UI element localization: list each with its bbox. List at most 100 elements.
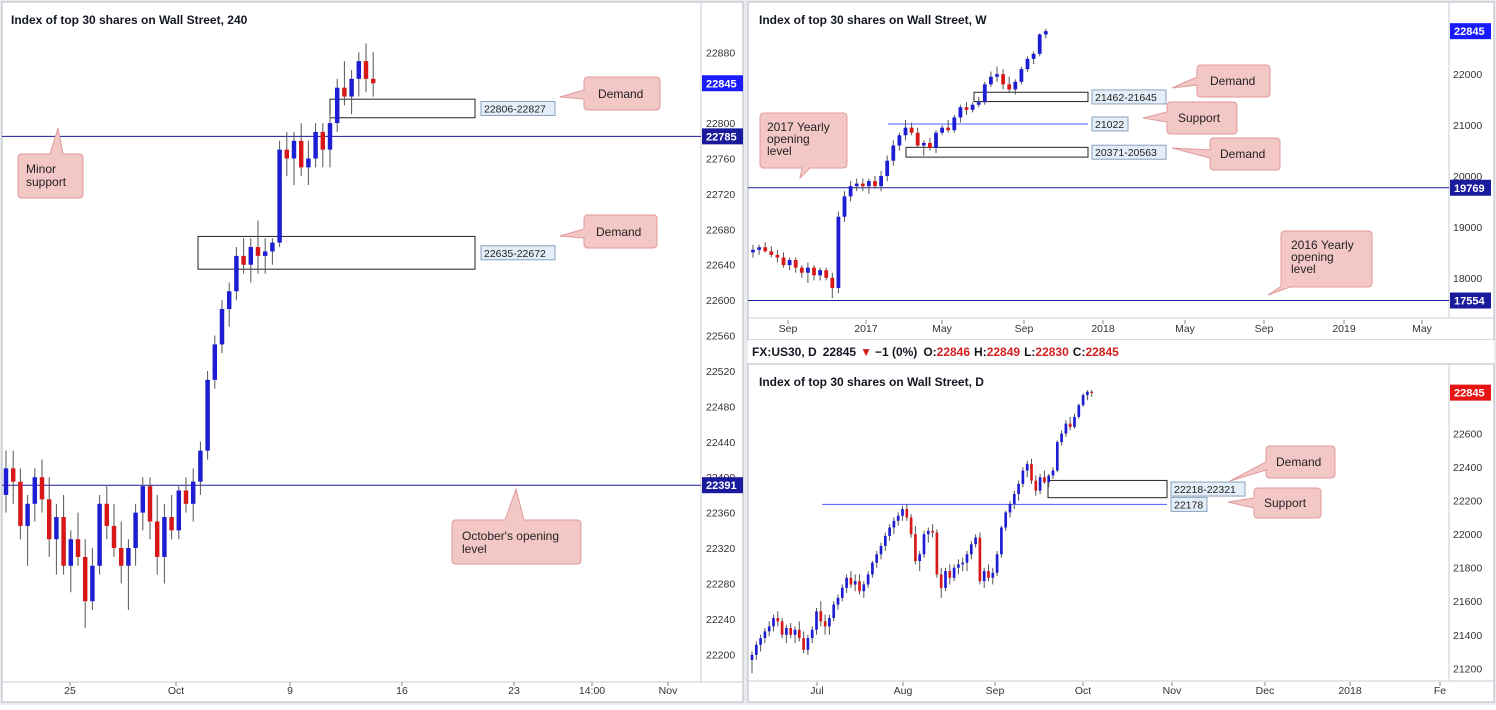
- candle-body: [205, 379, 210, 451]
- ohlc-readout: FX:US30, D 22845 ▼ −1 (0%) O:22846 H:22849 L:2…: [752, 345, 1119, 359]
- candle-body: [255, 247, 261, 256]
- candle-body: [370, 78, 376, 84]
- candle-body: [987, 571, 990, 578]
- y-tick-label: 22520: [706, 366, 735, 378]
- level-label-box: [1170, 496, 1208, 512]
- candle-body: [1090, 391, 1094, 393]
- candle-body: [313, 131, 318, 159]
- zone-box: [329, 98, 476, 119]
- daily-candles: [750, 390, 1094, 674]
- y-tick-label: 22560: [706, 331, 735, 343]
- callout-h4-demand-2: Demand: [559, 214, 658, 249]
- candle-body: [892, 520, 896, 528]
- candle-body: [234, 255, 239, 292]
- daily-y-axis: 22600 22400 22200 22000 21800 21600 21400 21200: [1453, 429, 1482, 676]
- candle-body: [918, 554, 922, 562]
- zone-label: 22218-22321: [1174, 484, 1236, 496]
- x-tick-label: Jul: [810, 685, 823, 697]
- price-badge-label: 22845: [706, 78, 737, 90]
- candle-body: [806, 267, 810, 273]
- y-tick-label: 22760: [706, 154, 735, 166]
- candle-body: [824, 270, 829, 278]
- zone-label-box: [480, 100, 556, 116]
- y-tick-label: 22600: [1453, 429, 1482, 441]
- level-badge-label: 22391: [706, 480, 737, 492]
- candle-body: [1001, 74, 1005, 85]
- candle-body: [934, 132, 938, 148]
- candle-body: [298, 140, 304, 168]
- candle-body: [54, 517, 59, 540]
- x-tick-label: May: [1175, 323, 1196, 335]
- h4-y-axis: 22880 22800 22760 22720 22680 22640 22600 22560…: [706, 47, 735, 661]
- level-badge-label: 22785: [706, 131, 737, 143]
- candle-body: [118, 548, 124, 566]
- callout-text: Demand: [1210, 74, 1255, 88]
- candle-body: [875, 554, 879, 563]
- candle-body: [111, 525, 117, 549]
- level-badge-label: 17554: [1454, 296, 1485, 308]
- candle-body: [25, 503, 30, 526]
- callout-weekly-demand-1: Demand: [1171, 64, 1271, 98]
- y-tick-label: 22680: [706, 224, 735, 236]
- candle-body: [306, 158, 311, 168]
- candle-body: [854, 183, 859, 187]
- candle-body: [978, 537, 982, 582]
- zone-label-box: [1170, 481, 1246, 497]
- candle-body: [772, 618, 775, 627]
- candle-body: [982, 571, 986, 582]
- candle-body: [262, 251, 268, 256]
- x-tick-label: 2018: [1338, 685, 1362, 697]
- candle-body: [1025, 463, 1029, 471]
- candle-body: [3, 468, 9, 495]
- candle-body: [751, 249, 755, 253]
- callout-text: Demand: [596, 225, 641, 239]
- candle-body: [935, 532, 939, 575]
- candle-body: [867, 181, 871, 187]
- x-tick-label: 23: [508, 685, 520, 697]
- candle-body: [797, 629, 801, 639]
- y-tick-label: 22000: [1453, 69, 1482, 81]
- panel-daily[interactable]: Index of top 30 shares on Wall Street, D…: [747, 363, 1495, 703]
- x-tick-label: Oct: [168, 685, 184, 697]
- candle-body: [1000, 527, 1003, 555]
- candle-body: [909, 517, 913, 535]
- candle-body: [219, 309, 225, 345]
- level-badge: [1450, 292, 1491, 309]
- candle-body: [97, 503, 102, 566]
- y-tick-label: 22400: [1453, 462, 1482, 474]
- candle-body: [162, 517, 167, 557]
- callout-weekly-demand-2: Demand: [1171, 137, 1281, 171]
- candle-body: [799, 267, 804, 273]
- x-tick-label: Oct: [1075, 685, 1091, 697]
- panel-h4[interactable]: Index of top 30 shares on Wall Street, 2…: [1, 1, 744, 703]
- x-tick-label: Nov: [659, 685, 678, 697]
- candle-body: [154, 521, 160, 557]
- y-tick-label: 18000: [1453, 273, 1482, 285]
- candle-body: [1064, 423, 1068, 434]
- candle-body: [1007, 84, 1012, 90]
- candle-body: [871, 562, 874, 575]
- level-label: 21022: [1095, 119, 1124, 131]
- candle-body: [789, 628, 793, 635]
- daily-zones: 22218-22321: [1047, 479, 1246, 499]
- candle-body: [970, 104, 975, 110]
- zone-box: [905, 146, 1089, 158]
- candle-body: [176, 490, 182, 531]
- candle-body: [291, 140, 297, 159]
- y-tick-label: 22200: [1453, 496, 1482, 508]
- price-badge: [702, 75, 743, 92]
- candle-body: [776, 618, 780, 622]
- candle-body: [802, 638, 805, 650]
- candle-body: [212, 344, 218, 380]
- candle-body: [104, 503, 110, 526]
- candle-body: [860, 183, 865, 187]
- candle-body: [974, 537, 977, 545]
- h4-x-axis: 25 Oct 9 16 23 14:00 Nov: [64, 682, 678, 697]
- price-badge: [1450, 23, 1491, 40]
- zone-label: 21462-21645: [1095, 92, 1157, 104]
- callout-text: 2016 Yearly opening level: [1291, 238, 1354, 276]
- candle-body: [190, 481, 196, 504]
- candle-body: [1043, 31, 1048, 35]
- panel-weekly[interactable]: Index of top 30 shares on Wall Street, W…: [747, 1, 1495, 341]
- candle-body: [853, 581, 857, 585]
